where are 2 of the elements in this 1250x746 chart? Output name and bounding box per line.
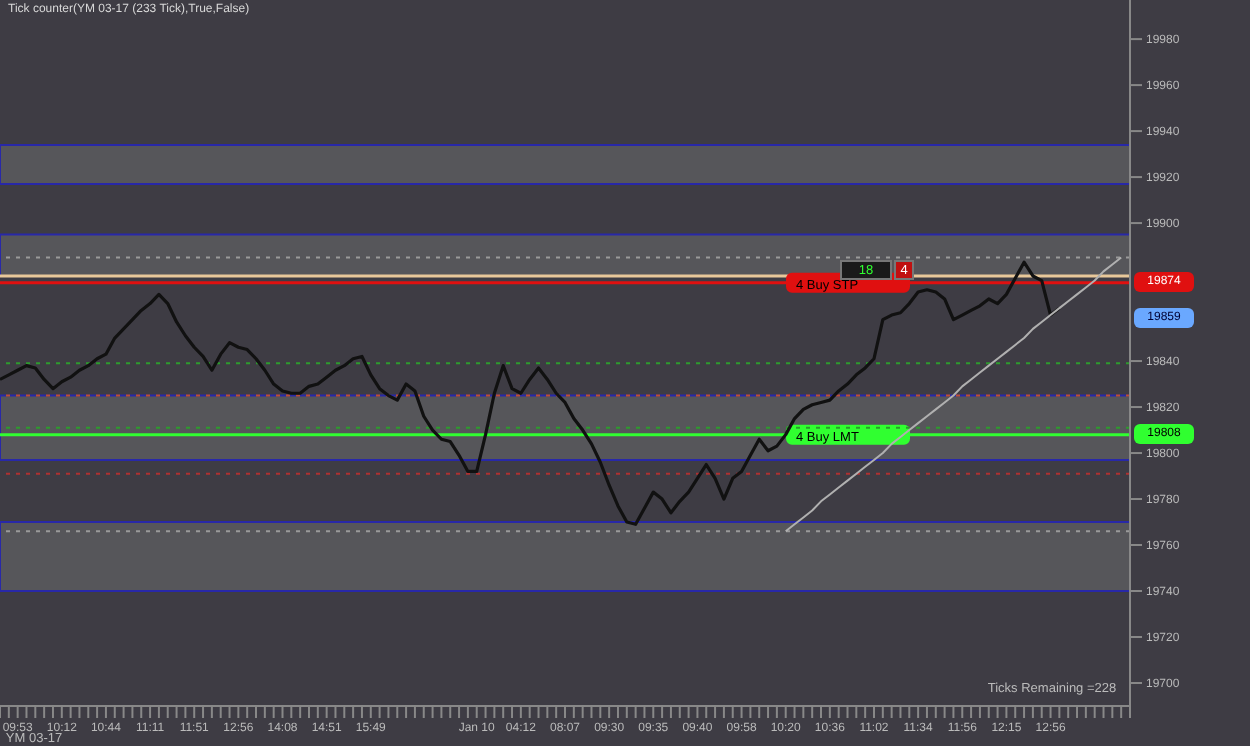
- line-series: [0, 260, 1061, 526]
- line-series: [784, 256, 1123, 533]
